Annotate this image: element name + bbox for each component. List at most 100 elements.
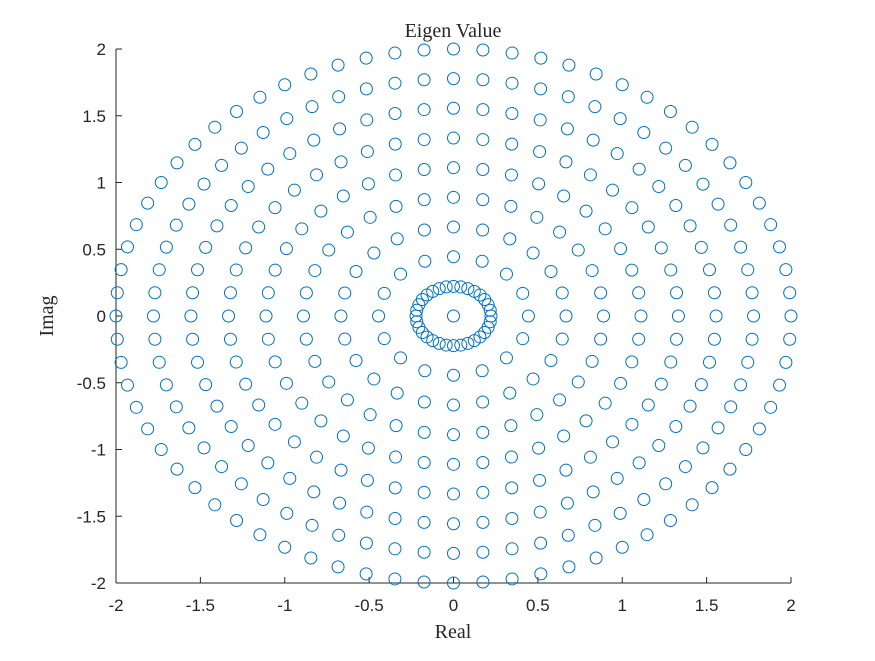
eigenvalue-point (505, 542, 519, 556)
eigenvalue-point (711, 421, 725, 435)
eigenvalue-point (256, 492, 270, 506)
eigenvalue-point (261, 162, 275, 176)
eigenvalue-point (654, 241, 668, 255)
eigenvalue-point (533, 113, 547, 127)
eigenvalue-point (670, 332, 684, 346)
eigenvalue-point (310, 450, 324, 464)
eigenvalue-point (388, 542, 402, 556)
eigenvalue-point (589, 551, 603, 565)
eigenvalue-point (594, 286, 608, 300)
eigenvalue-point (476, 395, 490, 409)
eigenvalue-point (559, 309, 573, 323)
eigenvalue-point (476, 193, 490, 207)
eigenvalue-point (230, 514, 244, 528)
eigenvalue-point (388, 76, 402, 90)
eigenvalue-point (426, 334, 440, 348)
eigenvalue-point (186, 286, 200, 300)
eigenvalue-point (641, 220, 655, 234)
eigenvalue-point (360, 473, 374, 487)
eigenvalue-point (475, 364, 489, 378)
eigenvalue-point (557, 189, 571, 203)
eigenvalue-point (332, 90, 346, 104)
eigenvalue-point (702, 263, 716, 277)
eigenvalue-point (148, 332, 162, 346)
eigenvalue-point (745, 332, 759, 346)
eigenvalue-point (659, 141, 673, 155)
eigenvalue-point (359, 82, 373, 96)
eigenvalue-point (783, 286, 797, 300)
eigenvalue-point (241, 439, 255, 453)
eigenvalue-point (159, 240, 173, 254)
eigenvalue-point (594, 332, 608, 346)
eigenvalue-point (349, 354, 363, 368)
eigenvalue-point (773, 240, 786, 254)
eigenvalue-point (606, 183, 620, 197)
eigenvalue-point (210, 219, 224, 233)
eigenvalue-point (634, 309, 648, 323)
eigenvalue-point (678, 460, 692, 474)
x-tick-label: -1.5 (186, 596, 215, 615)
eigenvalue-point (614, 376, 628, 390)
eigenvalue-point (447, 101, 460, 115)
eigenvalue-point (199, 240, 213, 254)
eigenvalue-point (654, 377, 668, 391)
eigenvalue-point (571, 243, 585, 257)
eigenvalue-point (473, 330, 487, 344)
eigenvalue-point (505, 572, 519, 586)
eigenvalue-point (359, 567, 373, 581)
eigenvalue-point (322, 375, 336, 389)
eigenvalue-point (559, 463, 573, 477)
eigenvalue-point (129, 218, 143, 232)
eigenvalue-point (724, 400, 738, 414)
y-tick-label: 0.5 (82, 240, 106, 259)
eigenvalue-point (361, 441, 375, 455)
eigenvalue-point (278, 540, 292, 554)
eigenvalue-point (705, 137, 719, 151)
eigenvalue-point (557, 429, 571, 443)
eigenvalue-point (447, 546, 460, 560)
eigenvalue-point (476, 425, 490, 439)
eigenvalue-point (152, 355, 166, 369)
eigenvalue-point (186, 332, 200, 346)
eigenvalue-point (707, 286, 721, 300)
eigenvalue-point (268, 417, 282, 431)
y-tick-label: -1 (91, 441, 106, 460)
eigenvalue-point (669, 420, 683, 434)
eigenvalue-point (670, 286, 684, 300)
eigenvalue-point (447, 517, 460, 531)
eigenvalue-point (664, 355, 678, 369)
eigenvalue-point (503, 232, 517, 246)
eigenvalue-point (597, 309, 611, 323)
eigenvalue-point (533, 145, 547, 159)
eigenvalue-point (475, 254, 489, 268)
eigenvalue-point (685, 120, 699, 134)
eigenvalue-point (783, 332, 797, 346)
eigenvalue-point (390, 232, 404, 246)
eigenvalue-point (223, 286, 237, 300)
eigenvalue-point (110, 286, 124, 300)
eigenvalue-point (615, 540, 629, 554)
eigenvalue-point (454, 280, 468, 294)
eigenvalue-point (476, 485, 490, 499)
eigenvalue-point (555, 286, 569, 300)
eigenvalue-point (184, 309, 198, 323)
eigenvalue-point (182, 197, 196, 211)
eigenvalue-point (614, 242, 628, 256)
x-tick-label: 0.5 (526, 596, 550, 615)
eigenvalue-point (467, 284, 481, 298)
eigenvalue-point (586, 133, 600, 147)
eigenvalue-point (389, 168, 403, 182)
eigenvalue-point (534, 51, 548, 65)
x-tick-label: -0.5 (354, 596, 383, 615)
eigenvalue-point (613, 112, 627, 126)
eigenvalue-point (585, 264, 599, 278)
eigenvalue-point (476, 223, 490, 237)
eigenvalue-point (299, 332, 313, 346)
eigenvalue-point (331, 58, 345, 72)
eigenvalue-point (560, 496, 574, 510)
eigenvalue-point (734, 240, 748, 254)
data-points (109, 42, 798, 590)
eigenvalue-point (279, 242, 293, 256)
eigenvalue-point (259, 309, 273, 323)
eigenvalue-point (694, 240, 708, 254)
